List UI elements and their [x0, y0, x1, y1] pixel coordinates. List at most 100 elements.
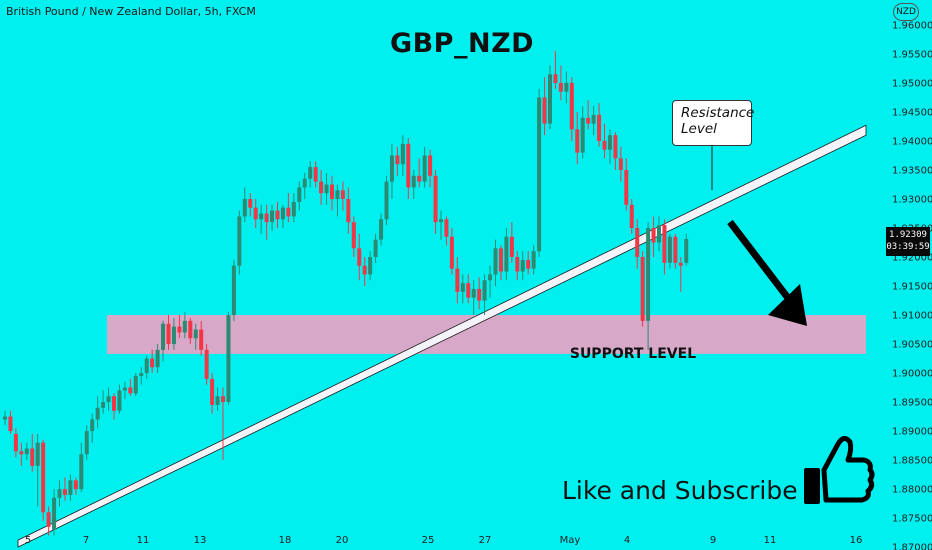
- candle-body: [406, 143, 411, 188]
- candle-body: [433, 175, 438, 223]
- last-price-badge: 1.92309 03:39:59: [886, 227, 930, 256]
- candle-body: [417, 175, 422, 182]
- symbol-label: British Pound / New Zealand Dollar, 5h, …: [6, 5, 256, 18]
- candle-body: [400, 143, 405, 165]
- candle-body: [667, 236, 672, 263]
- candle-body: [629, 204, 634, 229]
- candle-body: [275, 210, 280, 220]
- resistance-callout: Resistance Level: [672, 100, 755, 146]
- candle-body: [439, 219, 443, 223]
- candle-body: [640, 257, 645, 321]
- y-tick-label: 1.88000: [892, 485, 932, 496]
- candle-body: [62, 489, 67, 495]
- resistance-line1: Resistance: [681, 105, 755, 121]
- time-axis[interactable]: 5 7 11 13 18 20 25 27 May 4 9 11 16: [25, 535, 863, 546]
- candle-body: [308, 167, 313, 179]
- candle-body: [580, 117, 585, 153]
- chart-title: GBP_NZD: [389, 28, 535, 59]
- candle-body: [684, 239, 689, 263]
- x-tick-label: 18: [279, 535, 292, 546]
- candle-body: [193, 329, 198, 339]
- support-zone: [107, 315, 866, 354]
- x-tick-label: 16: [850, 535, 863, 546]
- candle-body: [280, 207, 285, 220]
- candle-body: [161, 323, 166, 350]
- candle-body: [477, 288, 482, 301]
- candle-body: [221, 396, 225, 403]
- x-tick-label: 4: [624, 535, 630, 546]
- y-tick-label: 1.89500: [892, 398, 932, 409]
- candle-body: [428, 155, 433, 176]
- candle-body: [237, 216, 242, 266]
- candle-body: [95, 407, 100, 420]
- y-tick-label: 1.93000: [892, 194, 932, 205]
- candle-body: [488, 274, 493, 281]
- candle-body: [46, 512, 51, 527]
- arrow-shaft: [727, 219, 791, 301]
- candle-body: [597, 114, 602, 141]
- candle-body: [133, 375, 138, 394]
- candle-body: [188, 320, 193, 339]
- candle-body: [613, 135, 618, 159]
- y-tick-label: 1.87000: [892, 543, 932, 550]
- x-tick-label: May: [560, 535, 581, 546]
- candle-body: [106, 396, 111, 403]
- candle-body: [651, 228, 656, 243]
- candle-body: [482, 280, 487, 301]
- candle-body: [215, 396, 220, 405]
- candle-body: [411, 175, 416, 188]
- candle-body: [24, 448, 29, 455]
- x-tick-label: 9: [710, 535, 716, 546]
- candle-body: [319, 181, 324, 194]
- candle-body: [297, 187, 302, 202]
- candle-body: [673, 236, 678, 263]
- x-tick-label: 20: [336, 535, 349, 546]
- last-price: 1.92309: [889, 230, 927, 240]
- candle-body: [384, 181, 389, 220]
- candle-body: [531, 251, 536, 269]
- bar-countdown: 03:39:59: [886, 242, 930, 252]
- candle-body: [509, 236, 514, 258]
- candle-body: [144, 358, 149, 374]
- candle-body: [291, 201, 296, 217]
- support-label: SUPPORT LEVEL: [569, 346, 697, 362]
- candle-body: [166, 323, 171, 345]
- y-tick-label: 1.91000: [892, 311, 932, 322]
- candle-body: [569, 82, 574, 130]
- y-tick-label: 1.94500: [892, 107, 932, 118]
- candle-body: [68, 480, 73, 495]
- candle-body: [520, 259, 525, 272]
- arrow-head: [768, 284, 807, 326]
- candle-body: [248, 198, 253, 208]
- candle-body: [182, 320, 187, 333]
- y-tick-label: 1.94000: [892, 136, 932, 147]
- candle-body: [618, 158, 623, 170]
- candle-body: [542, 97, 547, 124]
- candle-body: [171, 326, 176, 345]
- candle-body: [30, 448, 35, 466]
- price-axis[interactable]: 1.96000 1.95500 1.95000 1.94500 1.94000 1.935…: [892, 20, 932, 550]
- candle-body: [662, 225, 667, 263]
- candles-group: [3, 51, 689, 536]
- candle-body: [586, 117, 591, 124]
- currency-badge[interactable]: NZD: [893, 3, 919, 21]
- candle-body: [449, 236, 454, 269]
- candle-body: [635, 228, 640, 258]
- candle-body: [253, 207, 258, 220]
- x-tick-label: 5: [25, 535, 31, 546]
- candle-body: [602, 140, 607, 150]
- candle-body: [564, 82, 569, 92]
- thumb-cuff: [804, 468, 820, 504]
- resistance-line2: Level: [681, 121, 717, 137]
- candle-body: [444, 219, 449, 237]
- candle-body: [346, 198, 351, 223]
- candle-body: [493, 248, 498, 275]
- candle-body: [471, 288, 476, 298]
- x-tick-label: 11: [764, 535, 777, 546]
- candle-body: [537, 97, 542, 252]
- candle-body: [351, 222, 356, 249]
- x-tick-label: 25: [422, 535, 435, 546]
- candle-body: [313, 167, 318, 182]
- thumb-hand: [821, 436, 875, 503]
